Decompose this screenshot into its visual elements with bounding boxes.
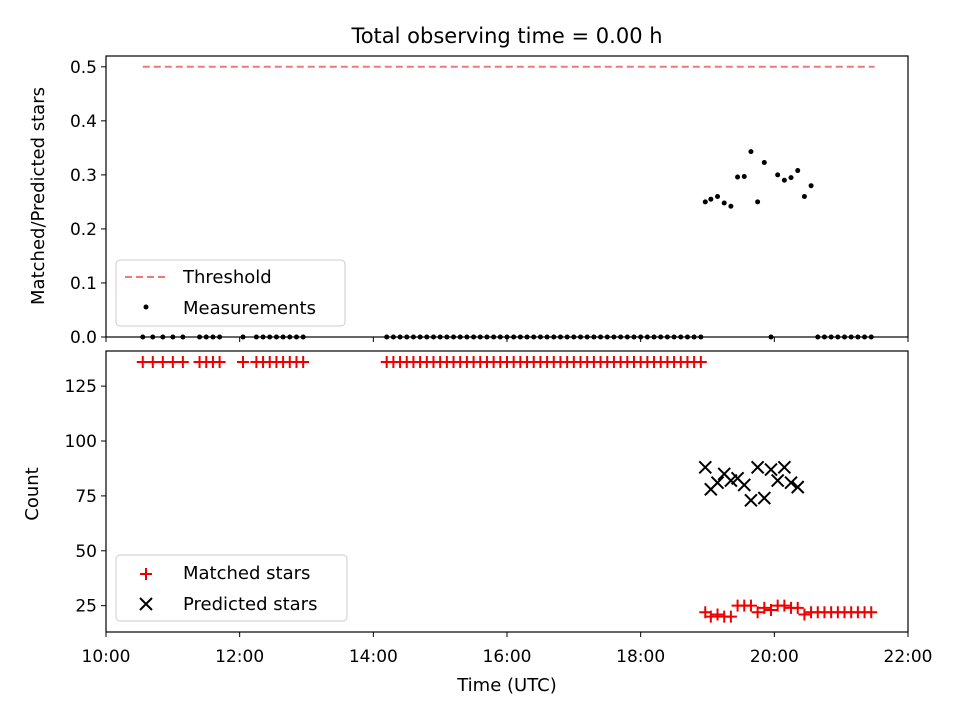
top-y-tick-label: 0.4	[70, 112, 97, 132]
bottom-y-tick-label: 100	[65, 432, 97, 452]
bottom-y-tick-label: 125	[65, 377, 97, 397]
matched-star-point	[798, 608, 811, 621]
top-legend-box	[115, 259, 346, 327]
measurement-point	[761, 159, 767, 165]
x-tick-label: 20:00	[750, 647, 799, 667]
predicted-star-point	[770, 473, 785, 488]
measurement-point	[728, 203, 734, 209]
matched-star-point	[297, 355, 310, 368]
predicted-stars-legend-label: Predicted stars	[183, 594, 317, 615]
x-tick-label: 12:00	[215, 647, 264, 667]
top-y-tick-label: 0.1	[70, 274, 97, 294]
chart-title: Total observing time = 0.00 h	[350, 24, 662, 48]
matched-star-point	[136, 355, 149, 368]
matched-star-point	[758, 601, 771, 614]
matched-star-point	[711, 608, 724, 621]
bottom-axes: 10:00 12:00 14:00 16:00 18:00 20:00 22:00 25 50 7…	[22, 350, 933, 696]
predicted-star-point	[757, 491, 772, 505]
matched-star-point	[764, 604, 777, 617]
bottom-axes-marks	[136, 355, 878, 623]
top-y-tick-label: 0.5	[70, 58, 97, 78]
threshold-legend-label: Threshold	[182, 267, 272, 288]
predicted-star-point	[744, 493, 758, 507]
x-axis-label: Time (UTC)	[456, 675, 557, 696]
measurement-point	[788, 175, 794, 181]
predicted-star-point	[710, 476, 725, 490]
measurement-point	[748, 149, 754, 155]
top-y-tick-label: 0.0	[70, 328, 97, 348]
measurements-legend-label: Measurements	[183, 298, 316, 319]
matched-star-point	[865, 606, 878, 619]
measurement-point	[735, 174, 741, 180]
predicted-star-point	[698, 460, 712, 475]
bottom-legend-box	[115, 554, 348, 622]
measurement-point	[702, 199, 708, 205]
matched-star-point	[744, 599, 757, 612]
measurement-point	[708, 196, 714, 202]
predicted-star-point	[784, 476, 798, 490]
measurements-legend-swatch	[143, 304, 149, 310]
measurement-point	[801, 194, 807, 199]
predicted-star-point	[750, 460, 765, 475]
measurement-point	[715, 194, 721, 199]
bottom-y-tick-label: 50	[75, 542, 97, 562]
bottom-legend: Matched stars Predicted stars	[115, 554, 348, 622]
predicted-star-point	[737, 478, 751, 492]
matched-stars-legend-label: Matched stars	[183, 563, 310, 584]
top-axes-frame	[105, 55, 909, 338]
bottom-axes-ticks: 10:00 12:00 14:00 16:00 18:00 20:00 22:00 25 50 7…	[65, 377, 933, 667]
matched-star-point	[166, 355, 179, 368]
bottom-y-tick-label: 75	[75, 487, 97, 507]
predicted-star-point	[764, 462, 778, 477]
measurement-point	[808, 183, 814, 189]
matched-star-point	[156, 355, 169, 368]
matched-stars-legend-swatch	[140, 568, 152, 580]
matched-star-point	[791, 601, 804, 614]
top-legend: Threshold Measurements	[115, 259, 346, 327]
x-tick-label: 18:00	[616, 647, 665, 667]
bottom-y-axis-label: Count	[22, 467, 43, 520]
measurement-point	[775, 172, 781, 178]
x-tick-label: 22:00	[884, 647, 933, 667]
matched-star-point	[237, 355, 250, 368]
measurement-point	[721, 200, 727, 206]
matched-star-point	[694, 355, 707, 368]
measurement-point	[755, 199, 761, 205]
matched-star-point	[751, 606, 764, 619]
matched-star-point	[704, 610, 717, 623]
predicted-stars-legend-swatch	[139, 597, 153, 611]
matched-star-point	[778, 599, 791, 612]
bottom-axes-frame	[105, 350, 909, 633]
predicted-star-point	[777, 460, 792, 475]
matched-star-point	[724, 610, 737, 623]
top-axes: 0.0 0.1 0.2 0.3 0.4 0.5 Total observing time …	[28, 24, 909, 348]
predicted-star-point	[791, 480, 805, 494]
x-tick-label: 14:00	[349, 647, 398, 667]
bottom-y-tick-label: 25	[75, 597, 97, 617]
x-tick-label: 10:00	[82, 647, 131, 667]
top-y-tick-label: 0.3	[70, 166, 97, 186]
top-y-axis-label: Matched/Predicted stars	[28, 87, 49, 305]
top-y-tick-label: 0.2	[70, 220, 97, 240]
matched-star-point	[146, 355, 159, 368]
measurement-point	[795, 168, 801, 174]
matched-star-point	[176, 355, 189, 368]
x-tick-label: 16:00	[483, 647, 532, 667]
top-axes-ticks: 0.0 0.1 0.2 0.3 0.4 0.5	[70, 58, 909, 348]
measurement-point	[781, 177, 787, 183]
measurement-point	[741, 174, 747, 180]
matched-star-point	[213, 355, 226, 368]
